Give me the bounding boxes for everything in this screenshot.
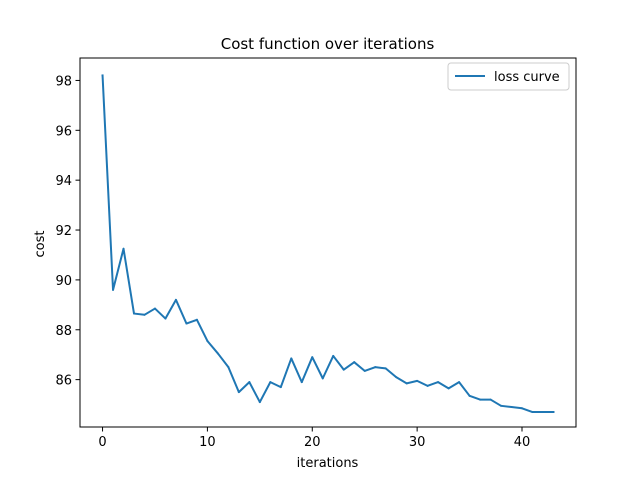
- data-point: [447, 387, 450, 390]
- data-point: [206, 339, 209, 342]
- data-point: [531, 411, 534, 414]
- y-tick-label: 92: [55, 224, 72, 239]
- y-tick-label: 96: [55, 124, 72, 139]
- data-point: [395, 376, 398, 379]
- data-point: [342, 368, 345, 371]
- data-point: [174, 298, 177, 301]
- chart-title: Cost function over iterations: [221, 35, 435, 53]
- y-tick-label: 98: [55, 74, 72, 89]
- data-point: [279, 386, 282, 389]
- data-point: [290, 357, 293, 360]
- data-point: [500, 404, 503, 407]
- data-point: [541, 411, 544, 414]
- data-point: [237, 391, 240, 394]
- plot-frame: [79, 57, 577, 428]
- ticks: 0 10 20 30 40 86 88 90 92 94 96 98: [55, 74, 530, 450]
- legend-box: [447, 62, 570, 91]
- data-point: [479, 398, 482, 401]
- y-tick-label: 90: [55, 274, 72, 289]
- data-point: [248, 381, 251, 384]
- data-point: [133, 312, 135, 315]
- data-point: [363, 369, 366, 372]
- data-point: [216, 352, 219, 355]
- data-point: [416, 379, 419, 382]
- data-point: [437, 381, 440, 384]
- data-point: [300, 381, 303, 384]
- y-axis-title: cost: [33, 231, 48, 258]
- y-tick-label: 86: [55, 374, 72, 389]
- data-point: [489, 398, 492, 401]
- data-point: [510, 406, 513, 409]
- data-point: [426, 384, 429, 387]
- data-point: [353, 361, 356, 364]
- data-point: [405, 382, 408, 385]
- data-point: [321, 377, 324, 380]
- series-line-0: [101, 74, 555, 414]
- data-point: [195, 318, 198, 321]
- y-tick-label: 88: [55, 324, 72, 339]
- plot-area: [79, 57, 577, 428]
- data-point: [332, 354, 335, 357]
- data-point: [122, 247, 125, 250]
- data-point: [112, 288, 115, 291]
- x-axis-title: iterations: [297, 456, 359, 471]
- data-point: [458, 381, 461, 384]
- y-tick-label: 94: [55, 174, 72, 189]
- x-tick-label: 0: [98, 435, 106, 450]
- x-tick-label: 40: [514, 435, 531, 450]
- data-point: [164, 317, 167, 320]
- data-point: [374, 366, 377, 369]
- data-point: [258, 401, 261, 404]
- legend-label: loss curve: [494, 70, 560, 85]
- data-point: [311, 356, 314, 359]
- x-tick-label: 30: [409, 435, 426, 450]
- data-point: [185, 322, 188, 325]
- x-tick-label: 20: [304, 435, 321, 450]
- data-point: [227, 366, 230, 369]
- data-point: [468, 394, 471, 397]
- data-point: [153, 307, 156, 310]
- data-point: [143, 313, 146, 316]
- legend: loss curve: [447, 62, 570, 91]
- data-point: [384, 367, 387, 370]
- data-point: [552, 411, 555, 414]
- data-point: [269, 381, 272, 384]
- data-point: [101, 74, 104, 77]
- x-tick-label: 10: [199, 435, 216, 450]
- data-point: [521, 407, 523, 410]
